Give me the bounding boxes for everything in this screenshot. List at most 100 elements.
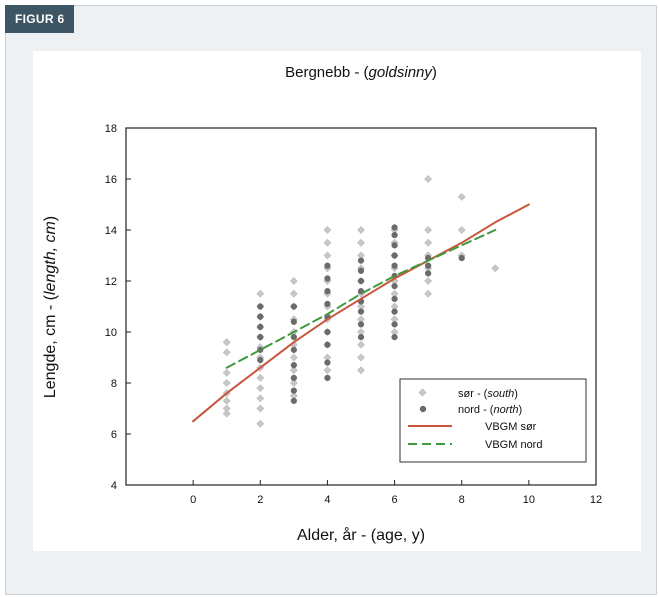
data-point-sor xyxy=(390,289,399,298)
y-tick-label: 12 xyxy=(105,276,117,288)
data-point-sor xyxy=(323,251,332,260)
data-point-nord xyxy=(391,224,398,231)
y-tick-label: 4 xyxy=(111,480,117,492)
curve-vbgm-nord xyxy=(225,229,497,369)
data-point-nord xyxy=(425,262,432,269)
data-point-nord xyxy=(324,374,331,382)
data-point-nord xyxy=(357,267,365,274)
data-point-sor xyxy=(289,353,298,362)
data-point-sor xyxy=(457,192,466,201)
figure-label: FIGUR 6 xyxy=(5,5,75,33)
data-point-sor xyxy=(323,353,332,362)
data-point-sor xyxy=(424,289,433,298)
data-point-sor xyxy=(256,404,265,413)
data-point-nord xyxy=(290,303,297,310)
data-point-nord xyxy=(324,262,331,269)
legend-label-vbgm-sor: VBGM sør xyxy=(485,421,537,433)
legend-label-sor: sør - (south) xyxy=(458,388,518,400)
chart-svg: 0 2 4 6 8 10 12 4 6 8 10 12 14 16 18 Bergnebb - (golds… xyxy=(42,64,602,544)
data-point-sor xyxy=(357,353,365,362)
data-point-sor xyxy=(289,366,298,375)
data-point-sor xyxy=(222,404,231,413)
data-point-sor xyxy=(222,396,231,405)
series-vbgm-sor xyxy=(192,203,530,423)
data-point-nord xyxy=(324,300,331,308)
x-tick-label: 2 xyxy=(257,494,263,506)
data-point-nord xyxy=(290,362,297,369)
chart-container: 0 2 4 6 8 10 12 4 6 8 10 12 14 16 18 Bergnebb - (golds… xyxy=(33,51,641,551)
data-point-nord xyxy=(357,334,365,341)
curve-vbgm-sor xyxy=(192,203,530,423)
ticks-layer: 0 2 4 6 8 10 12 4 6 8 10 12 14 16 18 xyxy=(105,123,602,506)
x-tick-label: 4 xyxy=(324,494,330,506)
data-point-sor xyxy=(357,302,365,311)
data-point-nord xyxy=(391,308,398,315)
data-point-nord xyxy=(257,303,264,310)
data-point-sor xyxy=(357,251,365,260)
data-point-nord xyxy=(290,397,297,404)
data-point-nord xyxy=(290,318,297,325)
data-point-sor xyxy=(323,366,332,375)
x-tick-label: 0 xyxy=(190,494,196,506)
data-point-nord xyxy=(357,277,365,285)
x-tick-label: 12 xyxy=(590,494,602,506)
data-point-sor xyxy=(390,302,399,311)
x-tick-label: 8 xyxy=(459,494,465,506)
data-point-sor xyxy=(357,238,365,247)
data-point-nord xyxy=(290,346,297,353)
x-tick-label: 10 xyxy=(523,494,535,506)
data-point-nord xyxy=(391,334,398,341)
data-point-nord xyxy=(290,334,297,341)
data-point-nord xyxy=(357,321,365,328)
data-point-sor xyxy=(256,374,265,382)
data-point-nord xyxy=(324,341,331,348)
data-point-sor xyxy=(256,419,265,428)
data-point-sor xyxy=(390,315,399,324)
data-point-sor xyxy=(357,328,365,336)
data-point-nord xyxy=(391,232,398,239)
data-point-nord xyxy=(391,321,398,328)
data-point-sor xyxy=(289,391,298,400)
y-tick-label: 10 xyxy=(105,327,117,339)
data-point-nord xyxy=(357,308,365,315)
data-point-sor xyxy=(289,379,298,387)
data-point-sor xyxy=(323,226,332,234)
legend-item-nord: nord - (north) xyxy=(419,404,522,416)
legend-marker-nord xyxy=(419,405,427,413)
data-point-sor xyxy=(390,328,399,336)
data-point-nord xyxy=(425,270,432,277)
legend-item-vbgm-nord: VBGM nord xyxy=(408,439,542,451)
y-axis-label: Lengde, cm - (length, cm) xyxy=(42,216,59,398)
data-point-sor xyxy=(457,226,466,234)
data-point-nord xyxy=(391,262,398,269)
data-point-nord xyxy=(324,275,331,282)
legend-label-nord: nord - (north) xyxy=(458,404,522,416)
x-axis-label: Alder, år - (age, y) xyxy=(297,526,425,544)
data-point-sor xyxy=(256,394,265,403)
data-point-nord xyxy=(391,283,398,290)
legend-box xyxy=(399,378,587,463)
data-point-sor xyxy=(357,315,365,324)
data-point-nord xyxy=(290,374,297,382)
data-point-sor xyxy=(357,340,365,349)
data-point-sor xyxy=(424,226,433,234)
y-tick-label: 14 xyxy=(105,225,117,237)
data-point-nord xyxy=(391,295,398,302)
data-point-sor xyxy=(222,379,231,387)
data-point-sor xyxy=(289,277,298,285)
chart-title: Bergnebb - (goldsinny) xyxy=(285,64,437,81)
data-point-nord xyxy=(257,323,264,331)
data-point-nord xyxy=(257,313,264,320)
data-point-nord xyxy=(324,328,331,336)
data-point-sor xyxy=(424,175,433,183)
series-layer xyxy=(192,175,530,428)
data-point-sor xyxy=(256,289,265,298)
data-point-sor xyxy=(222,348,231,357)
data-point-sor xyxy=(222,338,231,347)
data-point-nord xyxy=(391,242,398,249)
data-point-nord xyxy=(458,254,465,262)
series-nord xyxy=(257,224,465,404)
data-point-nord xyxy=(357,257,365,264)
legend-label-vbgm-nord: VBGM nord xyxy=(485,439,542,451)
plot-frame xyxy=(125,127,597,486)
